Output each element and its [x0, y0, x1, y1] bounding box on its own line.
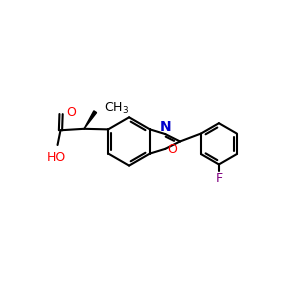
Text: CH$_3$: CH$_3$: [104, 101, 129, 116]
Text: N: N: [160, 120, 171, 134]
Text: HO: HO: [46, 151, 66, 164]
Text: F: F: [215, 172, 223, 185]
Polygon shape: [84, 111, 97, 129]
Text: O: O: [168, 143, 178, 156]
Text: O: O: [66, 106, 76, 119]
